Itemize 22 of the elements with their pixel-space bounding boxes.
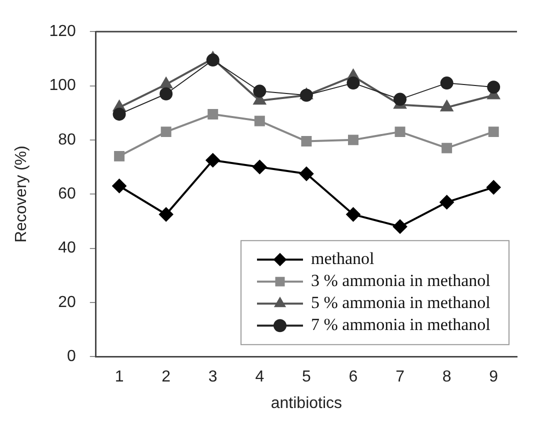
x-tick-label: 2 (162, 368, 171, 386)
x-axis-title: antibiotics (270, 394, 342, 412)
y-tick-label: 100 (49, 77, 76, 94)
x-tick-label: 1 (114, 368, 124, 386)
y-tick-label: 0 (66, 348, 76, 366)
y-tick-label: 40 (58, 240, 76, 257)
legend-label: methanol (311, 249, 375, 268)
y-tick-label: 80 (58, 131, 76, 148)
y-axis-title: Recovery (%) (13, 146, 30, 243)
x-tick-label: 4 (255, 368, 264, 386)
y-tick-label: 120 (49, 23, 76, 40)
legend-label: 5 % ammonia in methanol (311, 293, 491, 312)
x-tick-label: 3 (208, 368, 218, 386)
y-tick-label: 60 (58, 186, 76, 203)
y-tick-label: 20 (58, 294, 76, 311)
legend-label: 3 % ammonia in methanol (311, 271, 491, 290)
x-tick-label: 5 (302, 368, 311, 386)
x-tick-label: 7 (396, 368, 405, 386)
legend-label: 7 % ammonia in methanol (311, 315, 491, 334)
x-tick-label: 8 (442, 368, 452, 386)
x-tick-label: 6 (348, 368, 358, 386)
x-tick-label: 9 (489, 368, 498, 386)
